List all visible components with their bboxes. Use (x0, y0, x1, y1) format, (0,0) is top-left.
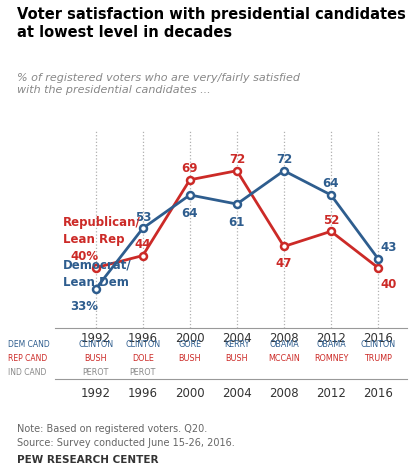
Text: 1996: 1996 (128, 387, 158, 400)
Text: DOLE: DOLE (132, 354, 154, 363)
Text: DEM CAND: DEM CAND (8, 340, 50, 349)
Text: 52: 52 (323, 214, 339, 227)
Text: 47: 47 (276, 257, 292, 270)
Text: 2008: 2008 (269, 387, 299, 400)
Text: 33%: 33% (71, 301, 99, 313)
Text: 44: 44 (134, 238, 151, 251)
Text: 61: 61 (229, 216, 245, 228)
Text: GORE: GORE (178, 340, 202, 349)
Text: PEW RESEARCH CENTER: PEW RESEARCH CENTER (17, 455, 158, 465)
Text: 1992: 1992 (81, 387, 111, 400)
Text: 2016: 2016 (363, 387, 393, 400)
Text: 64: 64 (323, 177, 339, 190)
Text: Republican/
Lean Rep: Republican/ Lean Rep (63, 216, 141, 246)
Text: Voter satisfaction with presidential candidates
at lowest level in decades: Voter satisfaction with presidential can… (17, 7, 406, 40)
Text: CLINTON: CLINTON (78, 340, 113, 349)
Text: PEROT: PEROT (130, 368, 156, 378)
Text: 53: 53 (135, 211, 151, 224)
Text: OBAMA: OBAMA (269, 340, 299, 349)
Text: 69: 69 (181, 162, 198, 175)
Text: 40: 40 (381, 278, 397, 291)
Text: 43: 43 (381, 241, 397, 254)
Text: 64: 64 (181, 206, 198, 219)
Text: TRUMP: TRUMP (364, 354, 392, 363)
Text: CLINTON: CLINTON (125, 340, 160, 349)
Text: REP CAND: REP CAND (8, 354, 47, 363)
Text: 2004: 2004 (222, 387, 252, 400)
Text: ROMNEY: ROMNEY (314, 354, 348, 363)
Text: BUSH: BUSH (226, 354, 248, 363)
Text: 72: 72 (276, 153, 292, 166)
Text: 72: 72 (229, 153, 245, 166)
Text: PEROT: PEROT (83, 368, 109, 378)
Text: OBAMA: OBAMA (316, 340, 346, 349)
Text: MCCAIN: MCCAIN (268, 354, 300, 363)
Text: Democrat/
Lean Dem: Democrat/ Lean Dem (63, 259, 131, 289)
Text: % of registered voters who are very/fairly satisfied
with the presidential candi: % of registered voters who are very/fair… (17, 73, 300, 95)
Text: CLINTON: CLINTON (360, 340, 396, 349)
Text: KERRY: KERRY (224, 340, 249, 349)
Text: BUSH: BUSH (178, 354, 201, 363)
Text: 40%: 40% (71, 250, 99, 263)
Text: IND CAND: IND CAND (8, 368, 47, 378)
Text: 2012: 2012 (316, 387, 346, 400)
Text: Note: Based on registered voters. Q20.
Source: Survey conducted June 15-26, 2016: Note: Based on registered voters. Q20. S… (17, 424, 234, 447)
Text: 2000: 2000 (175, 387, 205, 400)
Text: BUSH: BUSH (84, 354, 107, 363)
